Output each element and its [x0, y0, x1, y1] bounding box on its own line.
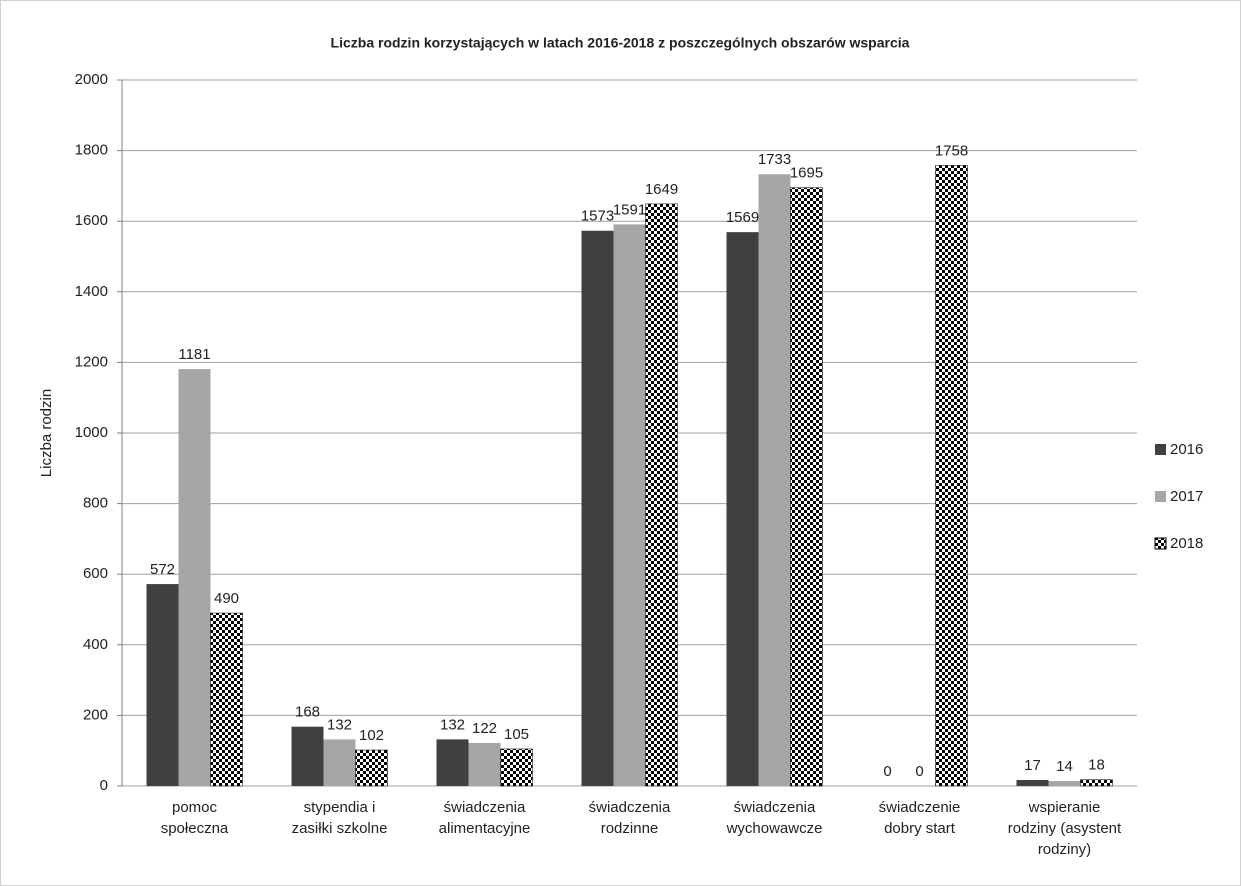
y-tick-label: 1000	[75, 424, 108, 441]
bar	[323, 739, 356, 786]
bar	[581, 230, 614, 786]
y-tick-label: 1800	[75, 142, 108, 159]
data-label: 1569	[726, 209, 759, 226]
data-label: 17	[1024, 757, 1041, 774]
data-label: 490	[214, 590, 239, 607]
bar	[291, 726, 324, 786]
legend-label: 2016	[1170, 441, 1203, 458]
x-tick-label: rodziny)	[1038, 841, 1091, 858]
y-tick-label: 1600	[75, 212, 108, 229]
x-tick-label: pomoc	[172, 799, 218, 816]
bar	[1048, 781, 1081, 786]
bar	[1080, 779, 1113, 787]
data-label: 168	[295, 704, 320, 721]
data-label: 1733	[758, 151, 791, 168]
data-label: 1649	[645, 181, 678, 198]
x-tick-label: świadczenia	[734, 799, 816, 816]
data-label: 1573	[581, 208, 614, 225]
data-label: 132	[440, 716, 465, 733]
x-tick-label: dobry start	[884, 820, 956, 837]
data-label: 1758	[935, 142, 968, 159]
data-label: 102	[359, 727, 384, 744]
data-label: 105	[504, 726, 529, 743]
bar	[790, 187, 823, 787]
y-tick-label: 2000	[75, 71, 108, 88]
x-tick-label: rodziny (asystent	[1008, 820, 1122, 837]
bar	[1016, 779, 1049, 786]
y-axis-label: Liczba rodzin	[38, 389, 55, 477]
data-label: 122	[472, 720, 497, 737]
legend-swatch	[1155, 444, 1166, 455]
x-tick-label: wychowawcze	[726, 820, 823, 837]
bar	[935, 165, 968, 787]
bar	[178, 369, 211, 786]
data-label: 0	[883, 763, 891, 780]
x-tick-label: wspieranie	[1028, 799, 1101, 816]
y-tick-label: 1400	[75, 283, 108, 300]
bar	[436, 739, 469, 786]
y-tick-label: 0	[100, 777, 108, 794]
y-tick-label: 200	[83, 706, 108, 723]
bar	[210, 612, 243, 787]
data-label: 18	[1088, 757, 1105, 774]
y-tick-label: 1200	[75, 353, 108, 370]
y-tick-label: 800	[83, 495, 108, 512]
bar	[500, 748, 533, 787]
x-tick-label: zasiłki szkolne	[292, 820, 388, 837]
data-label: 1695	[790, 165, 823, 182]
legend-swatch	[1155, 491, 1166, 502]
x-tick-label: rodzinne	[601, 820, 659, 837]
bar	[726, 232, 759, 786]
bar	[355, 749, 388, 787]
legend-label: 2018	[1170, 535, 1203, 552]
data-label: 1181	[178, 346, 210, 363]
bar	[645, 203, 678, 787]
data-label: 572	[150, 561, 175, 578]
chart-title: Liczba rodzin korzystających w latach 20…	[331, 35, 910, 51]
x-tick-label: alimentacyjne	[439, 820, 531, 837]
bar	[146, 584, 179, 786]
bar	[468, 742, 501, 786]
data-label: 14	[1056, 758, 1073, 775]
x-tick-label: świadczenia	[589, 799, 671, 816]
data-label: 0	[915, 763, 923, 780]
y-tick-label: 600	[83, 565, 108, 582]
data-label: 132	[327, 716, 352, 733]
x-tick-label: stypendia i	[304, 799, 376, 816]
bar	[613, 224, 646, 786]
data-label: 1591	[613, 201, 646, 218]
y-tick-label: 400	[83, 636, 108, 653]
legend-label: 2017	[1170, 488, 1203, 505]
legend-swatch	[1154, 537, 1167, 550]
x-tick-label: społeczna	[161, 820, 229, 837]
x-tick-label: świadczenia	[444, 799, 526, 816]
bar	[758, 174, 791, 787]
x-tick-label: świadczenie	[879, 799, 961, 816]
